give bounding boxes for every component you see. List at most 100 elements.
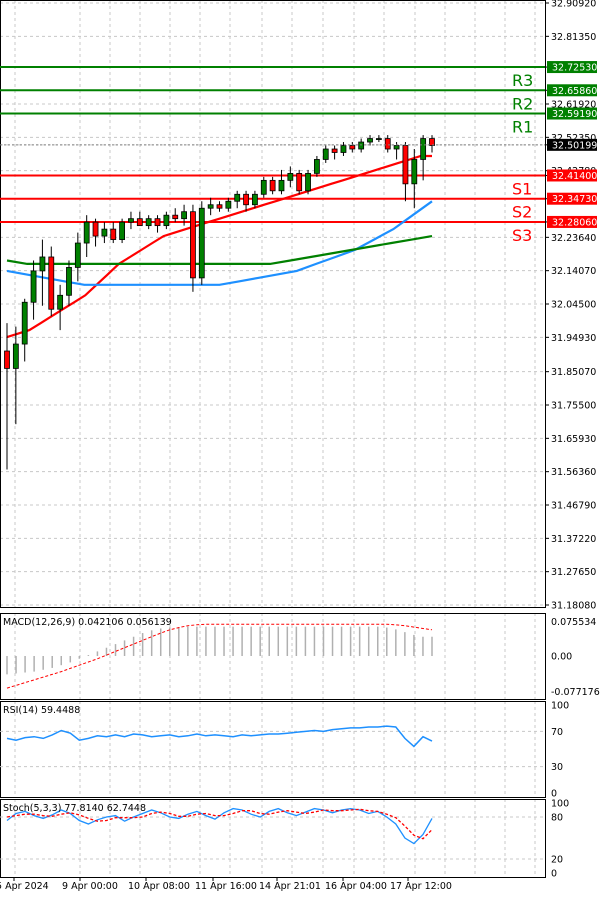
stoch-tick-label: 20 [551, 855, 563, 866]
stoch-frame [0, 799, 546, 878]
price-tick-label: 31.65930 [551, 434, 596, 445]
rsi-line [6, 725, 433, 748]
price-tick-label: 31.37220 [551, 534, 596, 545]
time-tick-label: 16 Apr 04:00 [325, 881, 387, 892]
moving-average-3 [6, 235, 433, 265]
moving-average-1 [6, 154, 432, 339]
level-tag-label-r3: 32.72530 [552, 63, 597, 74]
candle-body [305, 172, 311, 192]
level-tag-label-s3: 32.28060 [552, 217, 597, 228]
price-axis: 32.90920 32.81350 32.72530 32.65860 32.61920… [545, 0, 600, 880]
rsi-title: RSI(14) 59.4488 [3, 705, 80, 716]
candle-body [101, 228, 108, 237]
time-tick-label: 9 Apr 00:00 [62, 881, 118, 892]
stoch-d-line [6, 808, 433, 840]
rsi-tick-label: 100 [551, 701, 569, 712]
stoch-tick-label: 80 [551, 813, 563, 824]
candle-body [287, 172, 294, 181]
last-price-label: 32.50199 [552, 140, 597, 151]
candle-body [74, 242, 81, 268]
rsi-tick-label: 70 [551, 727, 563, 738]
candle-body [358, 141, 365, 150]
candle-body [384, 138, 391, 150]
candle-body [39, 256, 46, 272]
candle-body [163, 214, 170, 227]
price-tick-label: 32.04500 [551, 300, 596, 311]
level-tag-label-r1: 32.59190 [552, 109, 597, 120]
candle-body [4, 350, 10, 369]
candle-body [234, 193, 241, 202]
price-tick-label: 31.18080 [551, 601, 596, 612]
candle-body [349, 145, 356, 150]
macd-tick-label: -0.077176 [551, 687, 600, 698]
candle-body [269, 179, 276, 192]
candle-body [66, 267, 72, 296]
candle-body [190, 211, 196, 279]
stoch-panel: Stoch(5,3,3) 77.8140 62.7448 [0, 803, 545, 860]
stoch-tick-label: 0 [551, 869, 557, 880]
level-tag-label-s2: 32.34730 [552, 194, 597, 205]
candle-body [21, 301, 28, 345]
rsi-panel: RSI(14) 59.4488 [0, 705, 545, 768]
candle-body [278, 179, 285, 192]
rsi-tick-label: 0 [551, 789, 557, 800]
time-tick-label: 10 Apr 08:00 [128, 881, 190, 892]
candle-body [92, 221, 99, 237]
level-tag-label-s1: 32.41400 [552, 171, 597, 182]
candle-body [296, 172, 303, 192]
candle-body [420, 138, 427, 160]
candle-body [243, 193, 249, 206]
candle-body [313, 159, 320, 174]
price-tick-label: 31.75500 [551, 401, 596, 412]
candle-body [216, 204, 223, 209]
candle-body [145, 218, 152, 227]
price-panel: R3 R2 R1 S1 S2 S3 [0, 66, 545, 470]
level-tag-label-r2: 32.65860 [552, 86, 597, 97]
candle-body [172, 214, 179, 220]
price-tick-label: 31.94930 [551, 333, 596, 344]
candle-body [119, 221, 126, 240]
candle-body [128, 218, 134, 223]
macd-panel: MACD(12,26,9) 0.042106 0.056139 [3, 617, 433, 689]
level-name-r2: R2 [512, 94, 533, 113]
stoch-tick-label: 100 [551, 799, 569, 810]
candle-body [367, 138, 373, 143]
price-tick-label: 32.23640 [551, 233, 596, 244]
candle-body [154, 218, 161, 227]
level-name-s2: S2 [512, 203, 532, 222]
last-price-tag [547, 138, 597, 151]
level-tag-r3 [547, 61, 597, 74]
price-tick-label: 31.56360 [551, 467, 596, 478]
level-name-s1: S1 [512, 179, 532, 198]
level-name-s3: S3 [512, 226, 532, 245]
candle-body [375, 138, 382, 140]
candle-body [30, 270, 37, 303]
candle-body [322, 148, 329, 160]
candle-body [402, 145, 409, 185]
time-axis: 5 Apr 2024 9 Apr 00:00 10 Apr 08:00 11 Apr … [0, 877, 452, 892]
candle-body [331, 148, 338, 153]
price-tick-label: 32.14070 [551, 266, 596, 277]
time-tick-label: 5 Apr 2024 [0, 881, 49, 892]
price-tick-label: 31.46790 [551, 501, 596, 512]
candle-body [260, 179, 267, 195]
candle-body [411, 159, 418, 185]
macd-frame [0, 613, 546, 700]
candle-body [136, 218, 143, 227]
candle-body [207, 204, 214, 209]
level-name-r3: R3 [512, 71, 533, 90]
time-tick-label: 11 Apr 16:00 [195, 881, 257, 892]
gridlines [0, 0, 546, 878]
level-tag-s1 [547, 169, 597, 182]
price-tick-label: 31.27650 [551, 567, 596, 578]
candle-body [252, 193, 258, 206]
price-tick-label: 32.61920 [551, 100, 596, 111]
candle-body [12, 343, 19, 369]
price-tick-label: 31.85070 [551, 367, 596, 378]
candle-body [57, 294, 64, 310]
candle-body [393, 145, 400, 150]
candle-body [181, 211, 187, 220]
level-tag-s3 [547, 215, 597, 228]
rsi-frame [0, 701, 546, 798]
